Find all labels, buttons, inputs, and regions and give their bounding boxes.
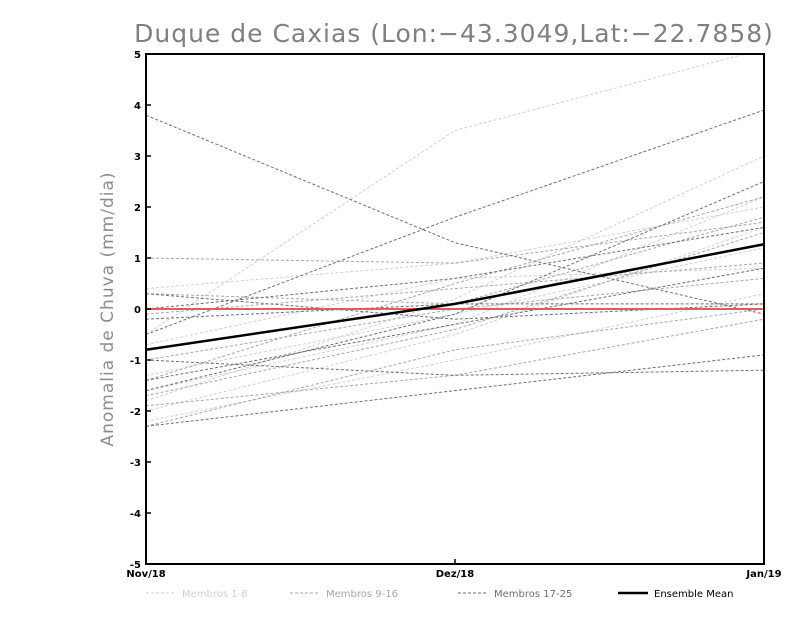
legend-label-g3: Membros 17-25: [494, 589, 572, 600]
series-line-membro-9: [146, 221, 764, 264]
series-line-membro-14: [146, 308, 764, 427]
y-tick-label: 0: [134, 305, 141, 316]
y-tick-label: 2: [134, 203, 141, 214]
series-line-membro-7: [146, 267, 764, 346]
y-tick-label: 4: [134, 101, 141, 112]
series-line-membro-12: [146, 277, 764, 361]
series-line-membro-25: [146, 303, 764, 320]
y-tick-label: -1: [130, 356, 141, 367]
y-tick-label: -2: [130, 407, 141, 418]
y-tick-label: 5: [134, 50, 141, 61]
series-line-membro-5: [146, 206, 764, 290]
x-tick-label: Dez/18: [436, 569, 475, 580]
series-line-membro-17: [146, 114, 764, 315]
axes: -5 -4 -3 -2 -1 0 1 2 3 4 5 Nov/18 Dez/18 Jan/19: [126, 50, 781, 580]
series-line-membro-1: [146, 54, 747, 335]
y-tick-label: 1: [134, 254, 141, 265]
legend-label-g2: Membros 9-16: [326, 589, 398, 600]
series-line-membro-3: [146, 196, 764, 392]
x-tick-label: Jan/19: [745, 569, 781, 580]
y-tick-label: -3: [130, 458, 141, 469]
series-line-membro-15: [146, 262, 764, 315]
legend-label-g1: Membros 1-8: [182, 589, 248, 600]
series-layer: [146, 54, 764, 427]
y-axis-label: Anomalia de Chuva (mm/dia): [98, 171, 118, 446]
series-line-membro-23: [146, 293, 764, 320]
y-tick-label: -5: [130, 560, 141, 571]
series-line-membro-18: [146, 109, 764, 335]
series-line-membro-16: [146, 318, 764, 407]
legend: Membros 1-8 Membros 9-16 Membros 17-25 Ense…: [146, 589, 733, 600]
series-line-membro-6: [146, 247, 764, 376]
x-tick-label: Nov/18: [126, 569, 165, 580]
series-line-membro-2: [146, 155, 764, 402]
series-line-membro-11: [146, 216, 764, 305]
y-tick-label: -4: [130, 509, 141, 520]
y-tick-label: 3: [134, 152, 141, 163]
series-line-membro-21: [146, 359, 764, 376]
series-line-ensemble-mean: [146, 243, 764, 352]
series-line-membro-19: [146, 181, 764, 392]
legend-label-mean: Ensemble Mean: [654, 589, 733, 600]
series-line-membro-22: [146, 354, 764, 427]
series-line-membro-8: [146, 293, 764, 422]
series-line-membro-20: [146, 226, 764, 310]
chart-title: Duque de Caxias (Lon:−43.3049,Lat:−22.78…: [134, 19, 774, 48]
